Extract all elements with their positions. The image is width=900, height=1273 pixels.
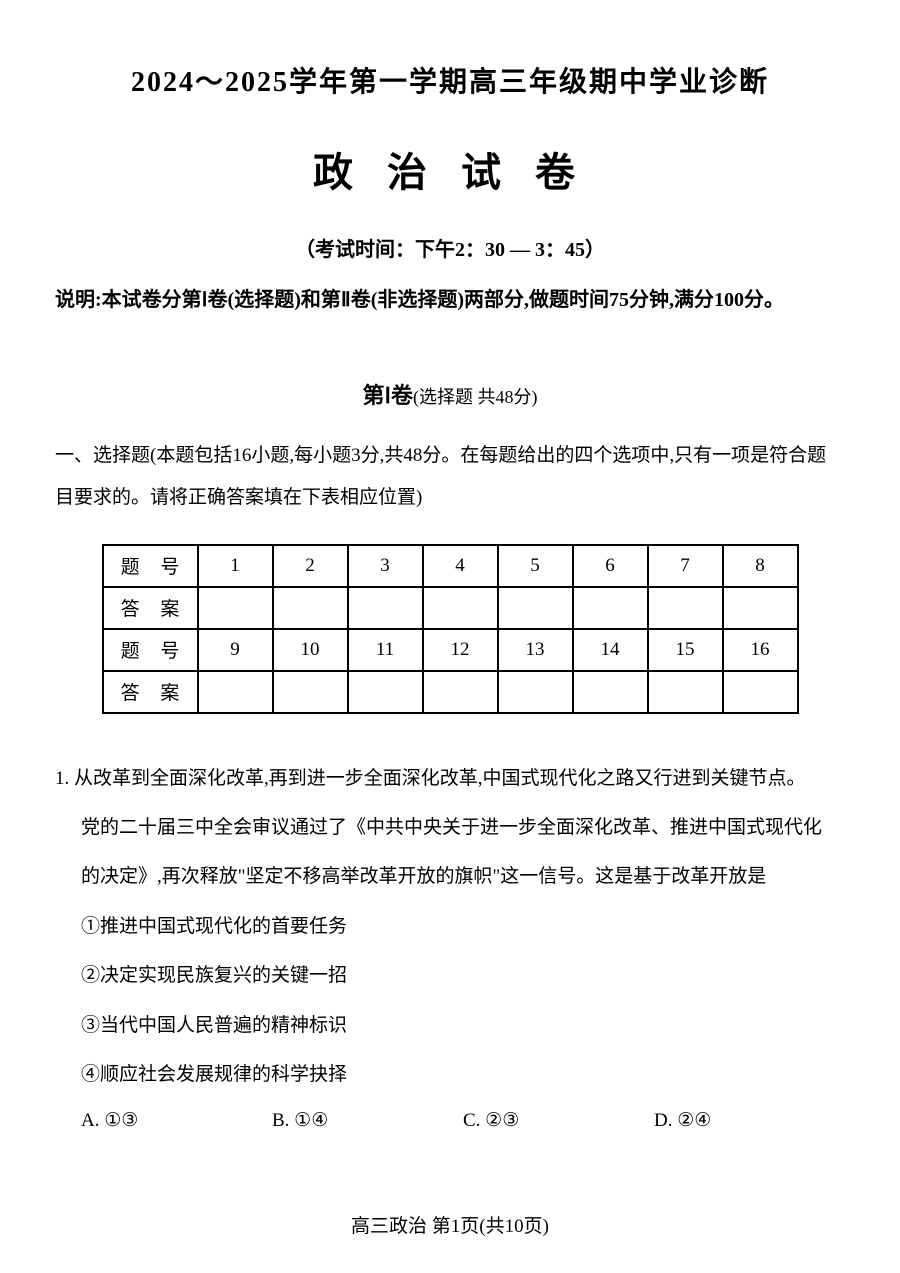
q1-choice-a: A. ①③: [81, 1109, 272, 1132]
num-cell: 1: [198, 545, 273, 587]
q1-opt1: ①推进中国式现代化的首要任务: [55, 902, 845, 951]
row-label: 题 号: [103, 629, 198, 671]
table-row: 答 案: [103, 587, 798, 629]
answer-cell[interactable]: [723, 671, 798, 713]
answer-cell[interactable]: [348, 671, 423, 713]
page-footer: 高三政治 第1页(共10页): [0, 1211, 900, 1238]
answer-cell[interactable]: [573, 671, 648, 713]
answer-cell[interactable]: [423, 671, 498, 713]
answer-cell[interactable]: [423, 587, 498, 629]
main-title: 政 治 试 卷: [55, 140, 845, 198]
num-cell: 6: [573, 545, 648, 587]
q1-opt4: ④顺应社会发展规律的科学抉择: [55, 1050, 845, 1099]
num-cell: 14: [573, 629, 648, 671]
q1-choice-b: B. ①④: [272, 1109, 463, 1132]
q1-opt3: ③当代中国人民普遍的精神标识: [55, 1001, 845, 1050]
section-title-main: 第Ⅰ卷: [363, 383, 414, 408]
instructions: 说明:本试卷分第Ⅰ卷(选择题)和第Ⅱ卷(非选择题)两部分,做题时间75分钟,满分…: [55, 282, 845, 318]
answer-cell[interactable]: [573, 587, 648, 629]
answer-cell[interactable]: [498, 671, 573, 713]
answer-cell[interactable]: [273, 587, 348, 629]
answer-cell[interactable]: [198, 671, 273, 713]
num-cell: 2: [273, 545, 348, 587]
q1-choice-d: D. ②④: [654, 1109, 845, 1132]
question-1: 1. 从改革到全面深化改革,再到进一步全面深化改革,中国式现代化之路又行进到关键…: [55, 754, 845, 1100]
q1-line1: 1. 从改革到全面深化改革,再到进一步全面深化改革,中国式现代化之路又行进到关键…: [55, 754, 845, 803]
answer-cell[interactable]: [648, 671, 723, 713]
answer-cell[interactable]: [498, 587, 573, 629]
header-title: 2024～2025学年第一学期高三年级期中学业诊断: [55, 60, 845, 100]
num-cell: 3: [348, 545, 423, 587]
num-cell: 16: [723, 629, 798, 671]
exam-time: （考试时间：下午2：30 — 3：45）: [55, 233, 845, 262]
q1-line2: 党的二十届三中全会审议通过了《中共中央关于进一步全面深化改革、推进中国式现代化: [55, 803, 845, 852]
q1-choices: A. ①③ B. ①④ C. ②③ D. ②④: [55, 1109, 845, 1132]
q1-choice-c: C. ②③: [463, 1109, 654, 1132]
row-label: 答 案: [103, 587, 198, 629]
answer-table: 题 号 1 2 3 4 5 6 7 8 答 案 题 号 9 10 11 12 1…: [102, 544, 799, 714]
question-intro: 一、选择题(本题包括16小题,每小题3分,共48分。在每题给出的四个选项中,只有…: [55, 435, 845, 519]
table-row: 题 号 1 2 3 4 5 6 7 8: [103, 545, 798, 587]
answer-cell[interactable]: [648, 587, 723, 629]
num-cell: 9: [198, 629, 273, 671]
row-label: 题 号: [103, 545, 198, 587]
num-cell: 15: [648, 629, 723, 671]
table-row: 题 号 9 10 11 12 13 14 15 16: [103, 629, 798, 671]
q1-opt2: ②决定实现民族复兴的关键一招: [55, 951, 845, 1000]
table-row: 答 案: [103, 671, 798, 713]
answer-cell[interactable]: [723, 587, 798, 629]
answer-cell[interactable]: [273, 671, 348, 713]
row-label: 答 案: [103, 671, 198, 713]
num-cell: 8: [723, 545, 798, 587]
num-cell: 13: [498, 629, 573, 671]
num-cell: 12: [423, 629, 498, 671]
answer-cell[interactable]: [198, 587, 273, 629]
section-title: 第Ⅰ卷(选择题 共48分): [55, 378, 845, 410]
num-cell: 10: [273, 629, 348, 671]
q1-line3: 的决定》,再次释放"坚定不移高举改革开放的旗帜"这一信号。这是基于改革开放是: [55, 852, 845, 901]
num-cell: 11: [348, 629, 423, 671]
num-cell: 4: [423, 545, 498, 587]
num-cell: 5: [498, 545, 573, 587]
section-title-sub: (选择题 共48分): [413, 387, 538, 407]
answer-cell[interactable]: [348, 587, 423, 629]
num-cell: 7: [648, 545, 723, 587]
